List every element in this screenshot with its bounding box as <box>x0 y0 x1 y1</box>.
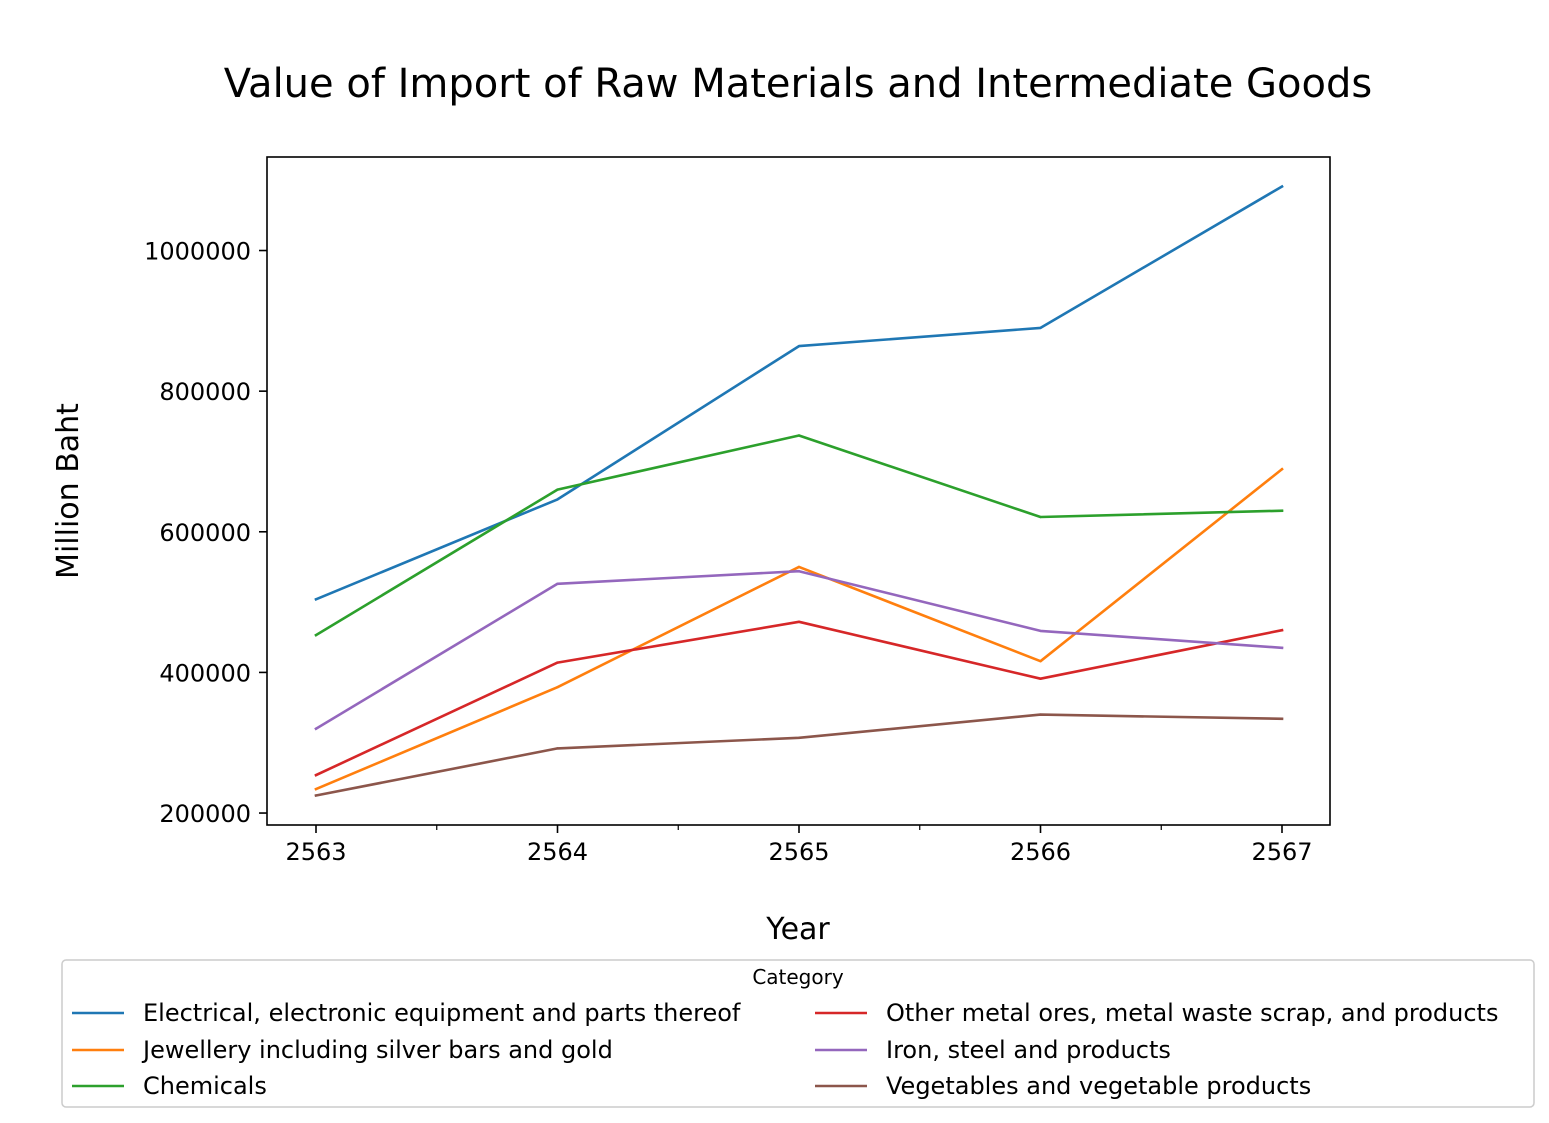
data-point <box>1039 659 1042 663</box>
data-point <box>556 747 559 750</box>
data-point <box>314 794 318 797</box>
legend-label: Other metal ores, metal waste scrap, and… <box>886 999 1498 1027</box>
legend-entry: Iron, steel and products <box>815 1036 1171 1064</box>
x-tick-label: 2567 <box>1251 838 1312 866</box>
y-axis-ticks: 200000 400000 600000 800000 1000000 <box>144 238 267 828</box>
legend-label: Chemicals <box>143 1072 267 1100</box>
legend: Category Electrical, electronic equipmen… <box>61 959 1535 1108</box>
y-tick-label: 800000 <box>159 378 251 406</box>
x-axis-ticks: 2563 2564 2565 2566 2567 <box>285 825 1313 866</box>
data-point <box>1039 713 1042 716</box>
legend-label: Vegetables and vegetable products <box>886 1072 1311 1100</box>
data-point <box>797 736 801 740</box>
legend-frame <box>61 959 1535 1108</box>
y-tick-label: 600000 <box>159 519 251 547</box>
chart-title: Value of Import of Raw Materials and Int… <box>224 61 1372 107</box>
y-tick-label: 1000000 <box>144 238 251 266</box>
data-point <box>1280 185 1284 188</box>
data-point <box>314 787 318 791</box>
legend-entry: Other metal ores, metal waste scrap, and… <box>815 999 1498 1027</box>
data-point <box>314 773 318 777</box>
y-tick-label: 400000 <box>159 659 251 687</box>
data-point <box>556 582 559 586</box>
legend-entry: Vegetables and vegetable products <box>815 1072 1311 1100</box>
legend-entry: Chemicals <box>72 1072 267 1100</box>
data-point <box>556 661 559 664</box>
data-point <box>556 498 559 501</box>
legend-label: Jewellery including silver bars and gold <box>141 1036 613 1064</box>
data-point <box>556 685 559 689</box>
legend-label: Electrical, electronic equipment and par… <box>143 999 741 1027</box>
x-tick-label: 2566 <box>1010 838 1071 866</box>
data-point <box>314 598 318 601</box>
x-tick-label: 2563 <box>285 838 346 866</box>
y-tick-label: 200000 <box>159 800 251 828</box>
series-line-5 <box>314 569 1284 731</box>
data-point <box>1280 717 1284 721</box>
series-line-2 <box>314 467 1284 791</box>
data-point <box>1280 509 1284 512</box>
legend-label: Iron, steel and products <box>886 1036 1171 1064</box>
data-point <box>797 565 801 569</box>
series-line-1 <box>314 184 1284 601</box>
data-point <box>797 569 801 573</box>
legend-entry: Electrical, electronic equipment and par… <box>72 999 741 1027</box>
data-point <box>797 434 801 437</box>
data-point <box>314 633 318 637</box>
x-tick-label: 2564 <box>527 838 588 866</box>
series-line-3 <box>314 434 1284 637</box>
data-point <box>1039 515 1042 519</box>
data-point <box>1280 629 1284 632</box>
data-point <box>556 488 559 491</box>
x-tick-label: 2565 <box>768 838 829 866</box>
data-point <box>797 620 801 623</box>
legend-entry: Jewellery including silver bars and gold <box>72 1036 613 1064</box>
data-point <box>314 727 318 730</box>
data-point <box>1280 468 1284 471</box>
data-point <box>1280 646 1284 650</box>
x-axis-label: Year <box>765 912 830 947</box>
legend-title: Category <box>752 965 844 989</box>
data-point <box>1039 629 1042 633</box>
data-point <box>1039 326 1042 330</box>
data-point <box>797 344 801 348</box>
series-line-4 <box>314 620 1284 777</box>
data-point <box>1039 677 1042 680</box>
y-axis-label: Million Baht <box>51 403 86 579</box>
series-lines <box>314 184 1284 798</box>
legend-items: Electrical, electronic equipment and par… <box>72 999 1498 1100</box>
